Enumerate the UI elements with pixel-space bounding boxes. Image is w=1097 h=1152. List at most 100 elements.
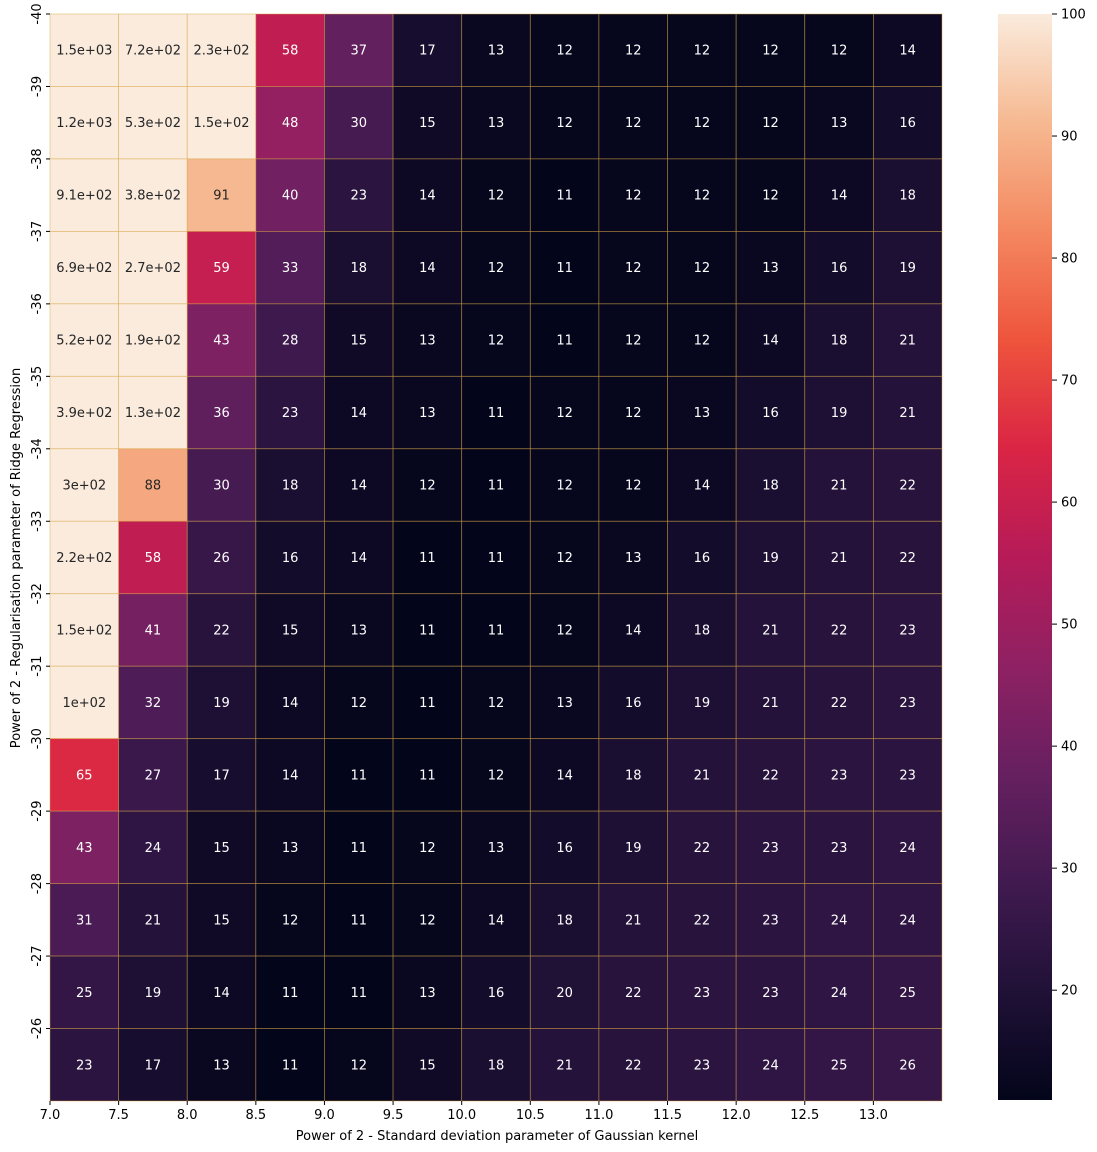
heatmap-cell <box>255 230 325 305</box>
heatmap-cell <box>324 665 394 740</box>
cell-value-label: 12 <box>625 406 642 421</box>
y-tick-label: -39 <box>30 76 45 97</box>
heatmap-cell <box>461 230 531 305</box>
heatmap-cell <box>118 593 188 667</box>
cell-value-label: 28 <box>282 334 299 349</box>
heatmap-cell <box>49 158 120 232</box>
cell-value-label: 24 <box>145 841 162 856</box>
cell-value-label: 11 <box>556 189 573 204</box>
cell-value-label: 16 <box>831 261 848 276</box>
y-tick-label: -37 <box>30 221 45 242</box>
heatmap-cell <box>255 738 325 812</box>
cell-value-label: 21 <box>145 913 162 928</box>
cell-value-label: 12 <box>350 1058 367 1073</box>
y-tick-label: -36 <box>30 293 45 314</box>
heatmap-cell <box>667 86 737 160</box>
cell-value-label: 18 <box>488 1058 505 1073</box>
cell-value-label: 59 <box>213 261 230 276</box>
cell-value-label: 14 <box>350 406 367 421</box>
heatmap-cell <box>735 520 806 595</box>
heatmap-cell <box>872 230 943 305</box>
heatmap-cell <box>872 158 943 232</box>
heatmap-cell <box>667 883 737 957</box>
y-tick-label: -38 <box>30 148 45 169</box>
cell-value-label: 23 <box>694 986 711 1001</box>
heatmap-cell <box>324 448 394 522</box>
heatmap-cell <box>186 230 257 305</box>
cell-value-label: 21 <box>762 623 779 638</box>
cell-value-label: 12 <box>762 116 779 131</box>
cell-value-label: 12 <box>419 479 436 494</box>
heatmap-cell <box>529 13 600 87</box>
cell-value-label: 19 <box>899 261 916 276</box>
cell-value-label: 12 <box>419 913 436 928</box>
cell-value-label: 12 <box>625 334 642 349</box>
cell-value-label: 91 <box>213 189 230 204</box>
cell-value-label: 1.5e+02 <box>193 116 249 131</box>
cell-value-label: 20 <box>556 986 573 1001</box>
cell-value-label: 17 <box>213 768 230 783</box>
cell-value-label: 15 <box>419 116 436 131</box>
heatmap-cell <box>735 1028 806 1102</box>
heatmap-cell <box>667 665 737 740</box>
heatmap-cell <box>49 303 120 377</box>
heatmap-cell <box>735 158 806 232</box>
cell-value-label: 11 <box>350 986 367 1001</box>
cell-value-label: 14 <box>419 189 436 204</box>
cell-value-label: 21 <box>831 479 848 494</box>
cell-value-label: 11 <box>488 479 505 494</box>
heatmap-cell <box>461 303 531 377</box>
cell-value-label: 23 <box>350 189 367 204</box>
heatmap-cell <box>804 375 874 450</box>
heatmap-cell <box>529 955 600 1029</box>
heatmap-cell <box>461 593 531 667</box>
heatmap-cell <box>392 665 463 740</box>
colorbar-gradient <box>998 14 1052 1100</box>
heatmap-cell <box>461 448 531 522</box>
heatmap-cell <box>872 665 943 740</box>
cell-value-label: 1.5e+02 <box>56 623 112 638</box>
colorbar-tick-label: 40 <box>1061 740 1078 755</box>
heatmap-cell <box>461 375 531 450</box>
heatmap-cell <box>186 955 257 1029</box>
cell-value-label: 12 <box>625 44 642 59</box>
cell-value-label: 1.3e+02 <box>125 406 181 421</box>
cell-value-label: 21 <box>694 768 711 783</box>
cell-value-label: 11 <box>488 406 505 421</box>
cell-value-label: 19 <box>694 696 711 711</box>
heatmap-cell <box>598 375 668 450</box>
cell-value-label: 9.1e+02 <box>56 189 112 204</box>
cell-value-label: 13 <box>488 116 505 131</box>
heatmap-cell <box>529 230 600 305</box>
cell-value-label: 18 <box>831 334 848 349</box>
cell-value-label: 1.2e+03 <box>56 116 112 131</box>
cell-value-label: 14 <box>625 623 642 638</box>
cell-value-label: 12 <box>625 261 642 276</box>
cell-value-label: 23 <box>899 768 916 783</box>
heatmap-cell <box>804 13 874 87</box>
cell-value-label: 12 <box>419 841 436 856</box>
cell-value-label: 11 <box>419 768 436 783</box>
cell-value-label: 16 <box>556 841 573 856</box>
heatmap-cell <box>118 303 188 377</box>
cell-value-label: 12 <box>694 261 711 276</box>
heatmap-cell <box>324 375 394 450</box>
cell-value-label: 12 <box>556 479 573 494</box>
heatmap-cell <box>735 665 806 740</box>
cell-value-label: 25 <box>76 986 93 1001</box>
heatmap-cell <box>324 810 394 885</box>
cell-value-label: 21 <box>762 696 779 711</box>
heatmap-cell <box>49 86 120 160</box>
cell-value-label: 13 <box>350 623 367 638</box>
cell-value-label: 12 <box>694 334 711 349</box>
cell-value-label: 12 <box>556 44 573 59</box>
x-tick-label: 8.5 <box>246 1108 267 1123</box>
heatmap-cell <box>49 448 120 522</box>
cell-value-label: 65 <box>76 768 93 783</box>
cell-value-label: 11 <box>419 623 436 638</box>
heatmap-cell <box>255 520 325 595</box>
cell-value-label: 13 <box>762 261 779 276</box>
cell-value-label: 23 <box>762 913 779 928</box>
x-tick-label: 11.5 <box>653 1108 682 1123</box>
cell-value-label: 12 <box>556 551 573 566</box>
